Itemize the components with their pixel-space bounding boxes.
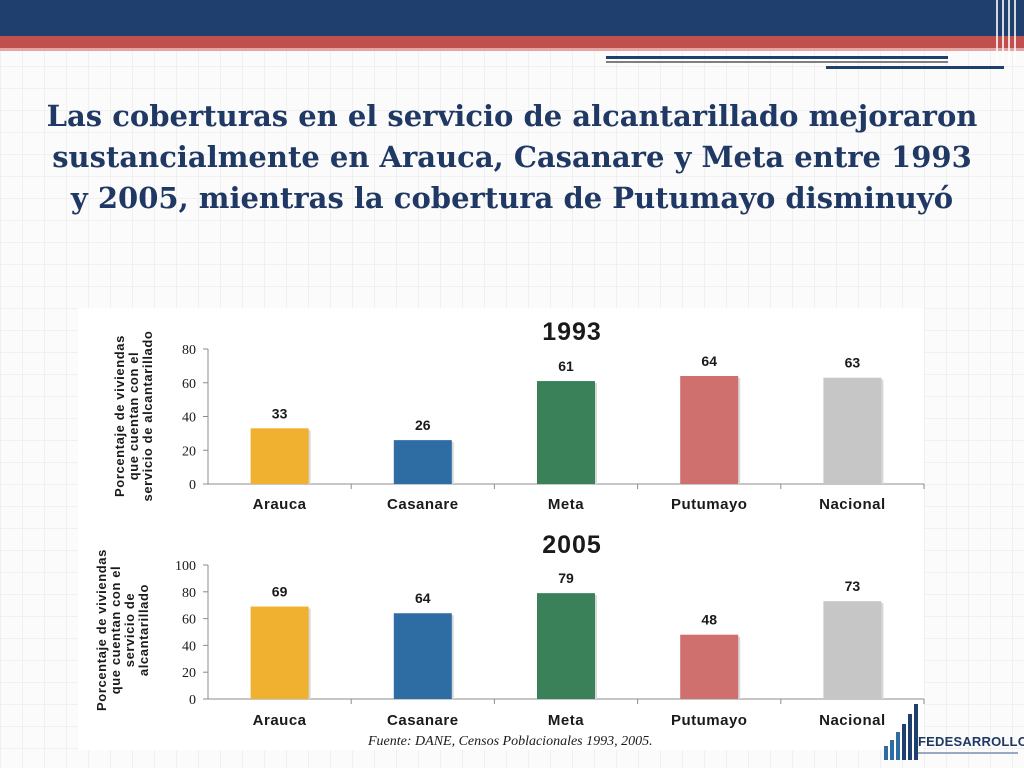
y-tick-label: 60 xyxy=(182,377,196,392)
header-rule-2 xyxy=(606,61,948,63)
header-band-red-light xyxy=(0,48,1024,51)
y-axis-label: Porcentaje de viviendas xyxy=(112,335,127,497)
data-label: 73 xyxy=(845,578,861,594)
chart-panel xyxy=(78,308,924,750)
y-tick-label: 0 xyxy=(189,478,196,493)
category-label: Arauca xyxy=(253,712,307,729)
y-tick-label: 40 xyxy=(182,411,196,426)
logo-subtitle-mark xyxy=(918,752,1018,754)
category-label: Putumayo xyxy=(671,712,748,729)
y-axis-label: que cuentan con el xyxy=(126,352,141,481)
y-tick-label: 60 xyxy=(182,613,196,628)
bar-arauca xyxy=(250,428,309,484)
y-axis-label: alcantarillado xyxy=(136,584,151,676)
data-label: 61 xyxy=(558,358,574,374)
header-band-red xyxy=(0,36,1024,48)
logo-wordmark: FEDESARROLLO xyxy=(918,734,1024,749)
data-label: 63 xyxy=(845,355,861,371)
category-label: Nacional xyxy=(819,496,886,513)
y-tick-label: 20 xyxy=(182,444,196,459)
data-label: 69 xyxy=(272,584,288,600)
y-axis-label: que cuentan con el xyxy=(108,566,123,695)
bar-casanare xyxy=(393,613,452,699)
y-tick-label: 100 xyxy=(175,559,196,574)
y-tick-label: 80 xyxy=(182,343,196,358)
header-rule-3 xyxy=(826,66,1004,69)
slide-title: Las coberturas en el servicio de alcanta… xyxy=(46,99,978,215)
data-label: 48 xyxy=(701,612,717,628)
bar-nacional xyxy=(823,601,882,699)
y-tick-label: 20 xyxy=(182,666,196,681)
y-axis-label: Porcentaje de viviendas xyxy=(94,549,109,711)
category-label: Casanare xyxy=(387,496,459,513)
y-tick-label: 40 xyxy=(182,639,196,654)
y-tick-label: 0 xyxy=(189,693,196,708)
data-label: 33 xyxy=(272,405,288,421)
y-axis-label: servicio de xyxy=(122,593,137,668)
category-label: Arauca xyxy=(253,496,307,513)
bar-nacional xyxy=(823,377,882,484)
y-tick-label: 80 xyxy=(182,586,196,601)
bar-casanare xyxy=(393,440,452,484)
y-axis-label: servicio de alcantarillado xyxy=(140,331,155,502)
category-label: Meta xyxy=(548,496,584,513)
bar-meta xyxy=(537,593,595,699)
header-band-blue xyxy=(0,0,1024,36)
data-label: 26 xyxy=(415,417,431,433)
chart-title: 1993 xyxy=(542,318,602,346)
category-label: Putumayo xyxy=(671,496,748,513)
category-label: Casanare xyxy=(387,712,459,729)
chart-title: 2005 xyxy=(542,531,602,559)
header-rule-1 xyxy=(606,56,948,59)
data-label: 64 xyxy=(701,353,717,369)
header-stripes xyxy=(990,0,1024,64)
logo-mark-icon xyxy=(884,704,918,760)
bar-putumayo xyxy=(680,634,739,699)
bar-arauca xyxy=(250,606,309,699)
category-label: Meta xyxy=(548,712,584,729)
fedesarrollo-logo: FEDESARROLLO xyxy=(882,702,1024,766)
data-label: 64 xyxy=(415,590,431,606)
bar-meta xyxy=(537,381,595,484)
bar-putumayo xyxy=(680,376,739,484)
data-label: 79 xyxy=(558,570,574,586)
source-note: Fuente: DANE, Censos Poblacionales 1993,… xyxy=(368,734,653,749)
category-label: Nacional xyxy=(819,712,886,729)
